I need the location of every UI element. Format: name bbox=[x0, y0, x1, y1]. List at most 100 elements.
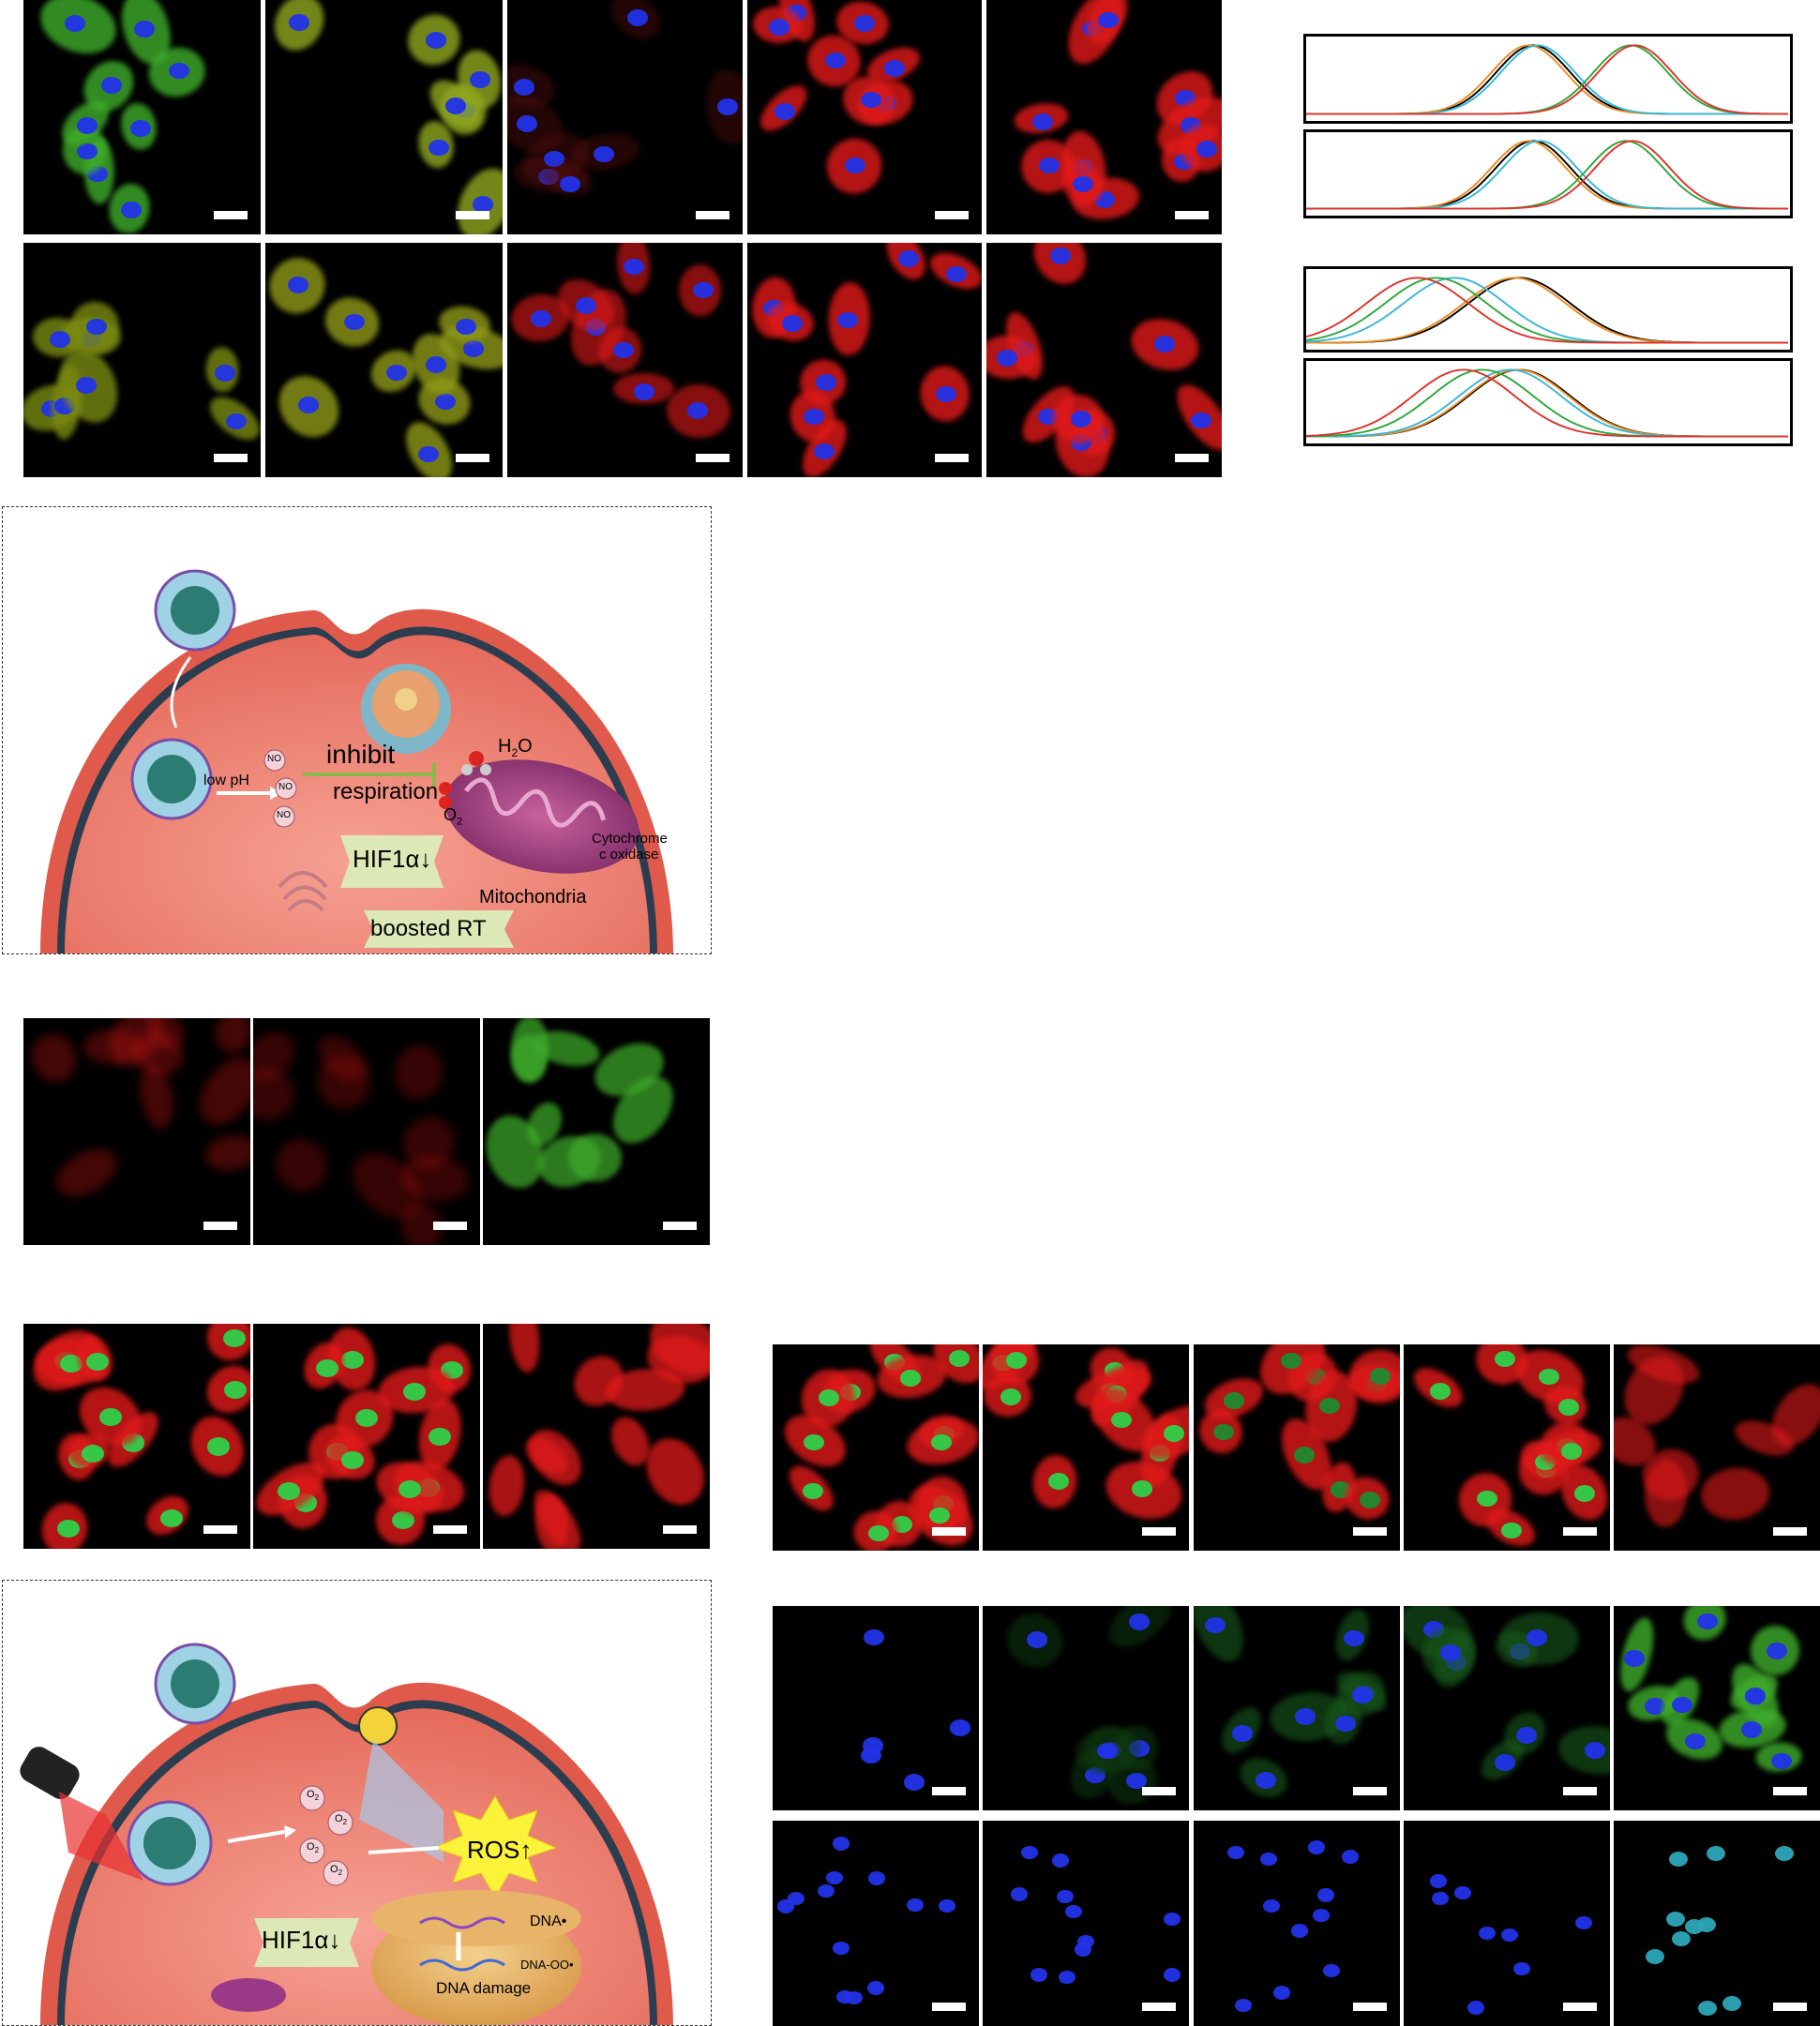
nucleus bbox=[1429, 1383, 1451, 1400]
histogram-2 bbox=[1303, 129, 1793, 218]
nucleus bbox=[435, 393, 457, 411]
nucleus bbox=[98, 1407, 122, 1426]
nucleus bbox=[593, 145, 614, 163]
micrograph-right-3 bbox=[1194, 1344, 1400, 1551]
nucleus bbox=[1317, 1888, 1335, 1902]
nucleus bbox=[76, 377, 98, 394]
nucleus bbox=[1558, 1399, 1580, 1416]
nucleus bbox=[868, 1871, 886, 1885]
nucleus bbox=[1684, 1919, 1704, 1935]
nucleus bbox=[1453, 1885, 1471, 1900]
nucleus bbox=[576, 297, 597, 314]
nucleus bbox=[1205, 1616, 1226, 1634]
nucleus bbox=[892, 1516, 913, 1534]
nucleus bbox=[1272, 1986, 1290, 2000]
nucleus bbox=[867, 1981, 885, 1995]
micrograph-top-r1-c5 bbox=[986, 0, 1222, 234]
nucleus bbox=[289, 14, 310, 32]
scale-bar bbox=[456, 211, 489, 219]
nucleus bbox=[1476, 1490, 1497, 1508]
nucleus bbox=[470, 71, 490, 89]
histogram-curve bbox=[1306, 44, 1789, 115]
nucleus bbox=[1478, 1926, 1496, 1941]
cell-body bbox=[266, 1129, 337, 1201]
nucleus bbox=[1065, 1904, 1083, 1919]
nucleus bbox=[392, 1511, 415, 1530]
nucleus bbox=[340, 1351, 364, 1370]
nucleus bbox=[1668, 1852, 1688, 1868]
histogram-curve bbox=[1306, 44, 1789, 115]
scheme2-ros: ROS↑ bbox=[467, 1836, 533, 1864]
nucleus bbox=[1342, 1850, 1360, 1864]
nucleus bbox=[82, 1445, 105, 1463]
nucleus bbox=[1232, 1724, 1253, 1742]
histogram-4-svg bbox=[1306, 368, 1789, 438]
scheme1-cytochrome: Cytochrome bbox=[592, 831, 668, 847]
cell-body bbox=[1644, 1458, 1689, 1527]
micrograph-rb-r1-c4 bbox=[1404, 1606, 1610, 1810]
cell-body bbox=[389, 1041, 447, 1104]
nucleus bbox=[1263, 1898, 1281, 1913]
nucleus bbox=[315, 1358, 338, 1377]
nucleus bbox=[207, 1437, 231, 1456]
nucleus bbox=[907, 1898, 925, 1913]
nucleus bbox=[1280, 1352, 1301, 1370]
scale-bar bbox=[1353, 1787, 1387, 1795]
nucleus bbox=[928, 1507, 950, 1524]
scale-bar bbox=[696, 454, 730, 462]
scale-bar bbox=[1353, 2003, 1387, 2011]
nucleus bbox=[1047, 1473, 1069, 1490]
nucleus bbox=[863, 1737, 884, 1754]
nucleus bbox=[1255, 1772, 1276, 1789]
nucleus bbox=[65, 15, 86, 32]
nucleus bbox=[1097, 1742, 1119, 1760]
nucleus bbox=[897, 249, 919, 267]
nucleus bbox=[1049, 248, 1071, 264]
histogram-curve bbox=[1306, 277, 1789, 344]
nucleus bbox=[1623, 1649, 1645, 1667]
scale-bar bbox=[1773, 2003, 1807, 2011]
nucleus bbox=[86, 1352, 110, 1372]
nucleus bbox=[50, 331, 71, 348]
scale-bar bbox=[935, 211, 969, 219]
nucleus bbox=[1163, 1968, 1181, 1982]
scale-bar bbox=[1142, 1787, 1176, 1795]
micrograph-top-r1-c4 bbox=[747, 0, 982, 234]
nucleus bbox=[782, 315, 804, 332]
micrograph-low-1 bbox=[23, 1324, 250, 1549]
nucleus bbox=[864, 1628, 885, 1646]
nucleus bbox=[1056, 1889, 1074, 1903]
nucleus bbox=[836, 311, 858, 329]
scheme2-o2-2: O2 bbox=[335, 1813, 348, 1827]
micrograph-rb-r2-c3 bbox=[1194, 1821, 1400, 2026]
scale-bar bbox=[1353, 1527, 1387, 1536]
nucleus bbox=[1431, 1892, 1449, 1906]
nucleus bbox=[223, 1380, 247, 1399]
nucleus bbox=[949, 1350, 970, 1368]
scale-bar bbox=[203, 1222, 237, 1230]
histogram-1-svg bbox=[1306, 44, 1789, 115]
nucleus bbox=[456, 318, 477, 336]
scheme1-no-1: NO bbox=[267, 754, 281, 764]
nucleus bbox=[1584, 1742, 1605, 1759]
nucleus bbox=[1026, 1631, 1047, 1648]
nucleus bbox=[530, 310, 551, 327]
nucleus bbox=[1097, 11, 1119, 29]
micrograph-low-3 bbox=[483, 1324, 710, 1549]
nucleus bbox=[853, 15, 875, 33]
nucleus bbox=[1767, 1643, 1788, 1659]
nucleus bbox=[225, 413, 247, 430]
nucleus bbox=[1153, 336, 1175, 353]
scale-bar bbox=[214, 211, 248, 219]
nucleus bbox=[818, 1388, 839, 1406]
micrograph-mid-1 bbox=[23, 1018, 250, 1245]
scheme1-boosted: boosted RT bbox=[370, 916, 487, 941]
cell-body bbox=[446, 159, 503, 234]
micrograph-top-r1-c3 bbox=[507, 0, 743, 234]
nucleus bbox=[1467, 2001, 1485, 2015]
nucleus bbox=[832, 1837, 850, 1851]
scheme2-dna-oo: DNA-OO• bbox=[520, 1958, 574, 1972]
histogram-curve bbox=[1306, 140, 1789, 210]
nucleus bbox=[386, 364, 408, 382]
scheme2-art bbox=[20, 1643, 673, 2025]
